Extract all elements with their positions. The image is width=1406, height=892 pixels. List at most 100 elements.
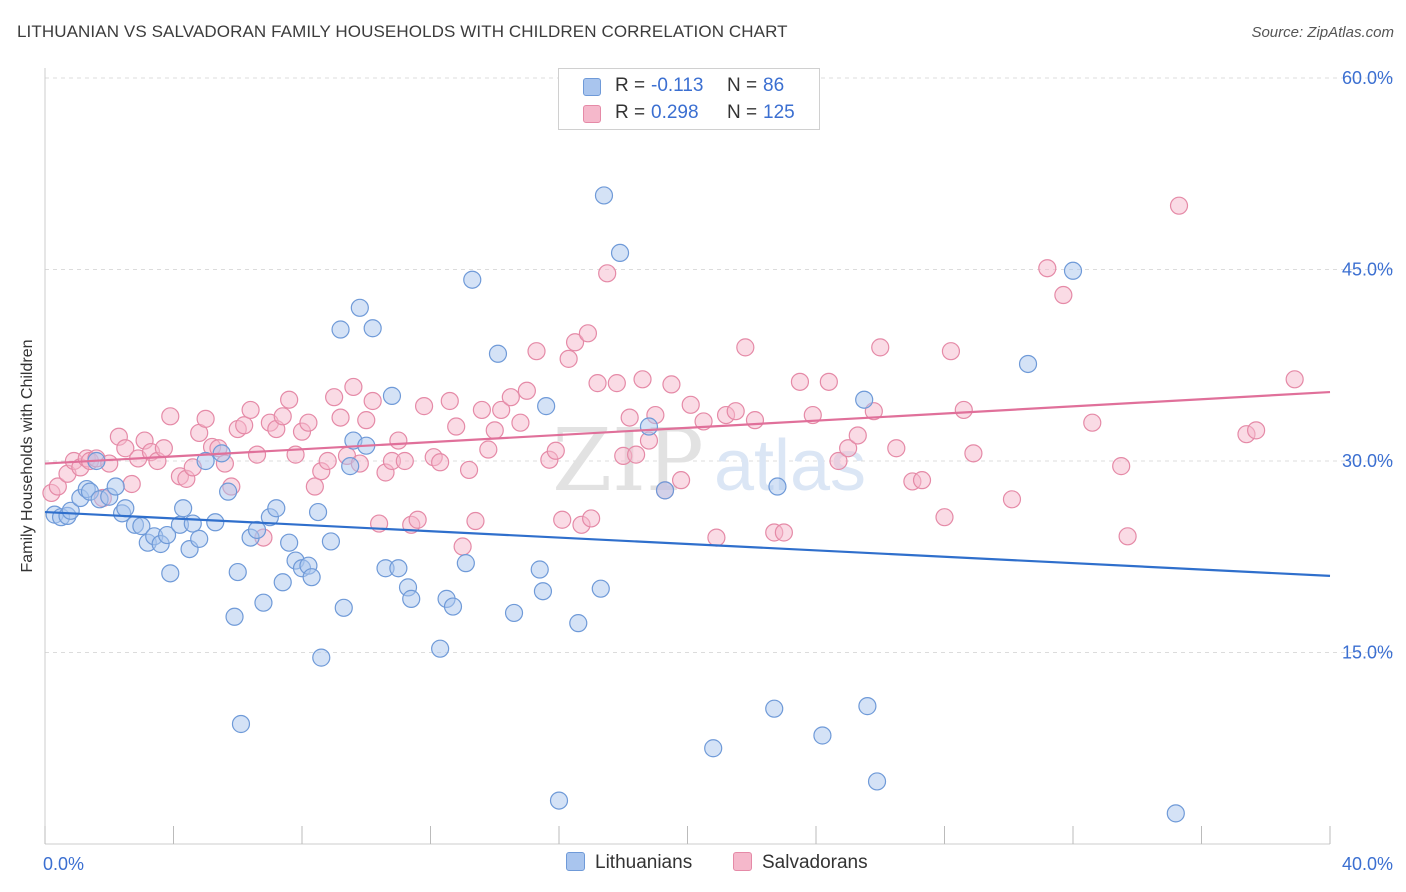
salvadoran-point bbox=[511, 413, 530, 432]
salvadoran-point bbox=[440, 391, 459, 411]
salvadoran-point bbox=[1169, 196, 1189, 215]
legend-swatch-pink bbox=[583, 105, 601, 123]
salvadoran-point bbox=[871, 338, 890, 357]
legend-item-lithuanians: Lithuanians bbox=[566, 852, 692, 874]
salvadoran-point bbox=[1118, 527, 1137, 546]
lithuanian-point bbox=[456, 554, 475, 573]
legend-label: Salvadorans bbox=[762, 852, 868, 873]
source-label: Source: ZipAtlas.com bbox=[1251, 24, 1394, 41]
salvadoran-point bbox=[363, 391, 382, 411]
lithuanian-point bbox=[533, 582, 553, 601]
salvadoran-point bbox=[1083, 413, 1102, 432]
axes bbox=[44, 68, 1331, 845]
salvadoran-point bbox=[620, 408, 639, 427]
salvadoran-point bbox=[1002, 490, 1022, 509]
lithuanian-point bbox=[267, 499, 286, 518]
lithuanian-point bbox=[228, 562, 247, 582]
chart-title: LITHUANIAN VS SALVADORAN FAMILY HOUSEHOL… bbox=[17, 22, 788, 41]
salvadoran-point bbox=[48, 477, 67, 496]
y-tick-label: 60.0% bbox=[1342, 68, 1393, 88]
tick-labels: 15.0% 30.0% 45.0% 60.0% 0.0% 40.0% bbox=[43, 68, 1393, 874]
lithuanian-point bbox=[280, 533, 299, 552]
lithuanian-point bbox=[196, 451, 215, 471]
salvadoran-point bbox=[887, 439, 906, 458]
salvadoran-point bbox=[790, 372, 810, 391]
lithuanian-point bbox=[639, 417, 659, 436]
salvadoran-point bbox=[582, 509, 601, 528]
salvadoran-point bbox=[598, 264, 617, 283]
legend-n-label: N = bbox=[727, 102, 758, 123]
lithuanian-point bbox=[225, 607, 244, 626]
salvadoran-point bbox=[479, 440, 498, 459]
legend-swatch-blue bbox=[566, 852, 585, 871]
lithuanian-point bbox=[308, 502, 328, 522]
salvadoran-point bbox=[1285, 370, 1304, 389]
salvadoran-point bbox=[344, 377, 363, 397]
y-tick-label: 45.0% bbox=[1342, 260, 1393, 280]
salvadorans-trend-line bbox=[44, 390, 1331, 465]
legend-swatch-blue bbox=[583, 78, 601, 96]
legend-r-label: R = bbox=[615, 75, 646, 96]
lithuanian-point bbox=[610, 243, 630, 263]
lithuanian-point bbox=[254, 593, 273, 612]
lithuanian-point bbox=[1018, 354, 1038, 374]
salvadoran-point bbox=[912, 471, 932, 490]
salvadoran-point bbox=[941, 342, 961, 361]
y-tick-label: 30.0% bbox=[1342, 451, 1393, 471]
legend-n-value: 86 bbox=[763, 75, 785, 96]
salvadoran-point bbox=[447, 417, 466, 436]
lithuanian-point bbox=[183, 514, 202, 533]
salvadoran-point bbox=[745, 411, 765, 430]
salvadoran-point bbox=[431, 453, 450, 472]
lithuanian-point bbox=[594, 186, 614, 205]
lithuanians-trend-line bbox=[44, 510, 1331, 577]
lithuanian-point bbox=[247, 520, 267, 540]
lithuanian-point bbox=[61, 501, 80, 520]
lithuanian-point bbox=[569, 614, 588, 633]
lithuanian-point bbox=[463, 270, 482, 289]
lithuanian-point bbox=[302, 568, 321, 587]
lithuanian-point bbox=[591, 579, 610, 598]
salvadorans-points bbox=[42, 196, 1304, 556]
lithuanian-point bbox=[106, 477, 125, 496]
lithuanian-point bbox=[206, 513, 225, 532]
salvadoran-point bbox=[546, 441, 565, 460]
y-tick-label: 15.0% bbox=[1342, 643, 1393, 663]
lithuanian-point bbox=[867, 772, 887, 791]
salvadoran-point bbox=[681, 395, 700, 414]
lithuanian-point bbox=[174, 499, 193, 518]
lithuanian-point bbox=[858, 697, 877, 716]
salvadoran-point bbox=[553, 510, 572, 529]
trend-lines bbox=[44, 390, 1331, 577]
stats-legend: R = -0.113 N = 86 R = 0.298 N = 125 bbox=[558, 68, 820, 130]
legend-r-value: 0.298 bbox=[651, 102, 699, 123]
lithuanian-point bbox=[1166, 804, 1185, 823]
salvadoran-point bbox=[492, 400, 511, 420]
salvadoran-point bbox=[736, 338, 755, 357]
legend-n-value: 125 bbox=[763, 102, 795, 123]
lithuanian-point bbox=[341, 457, 360, 476]
salvadoran-point bbox=[122, 474, 141, 494]
lithuanian-point bbox=[765, 699, 784, 718]
lithuanian-point bbox=[219, 482, 238, 501]
salvadoran-point bbox=[1038, 259, 1057, 278]
lithuanian-point bbox=[488, 344, 508, 363]
salvadoran-point bbox=[626, 445, 646, 464]
salvadoran-point bbox=[774, 523, 793, 542]
lithuanian-point bbox=[334, 598, 353, 617]
legend-r-label: R = bbox=[615, 102, 646, 123]
salvadoran-point bbox=[633, 370, 652, 389]
salvadoran-point bbox=[305, 477, 324, 496]
salvadoran-point bbox=[607, 374, 626, 393]
salvadoran-point bbox=[829, 451, 848, 471]
salvadoran-point bbox=[395, 451, 414, 471]
salvadoran-point bbox=[935, 508, 954, 527]
salvadoran-point bbox=[161, 407, 180, 426]
lithuanian-point bbox=[273, 573, 292, 592]
salvadoran-point bbox=[565, 333, 585, 352]
grid-lines bbox=[45, 77, 1394, 653]
salvadoran-point bbox=[819, 372, 838, 391]
salvadoran-point bbox=[299, 413, 318, 432]
lithuanian-point bbox=[402, 589, 421, 608]
